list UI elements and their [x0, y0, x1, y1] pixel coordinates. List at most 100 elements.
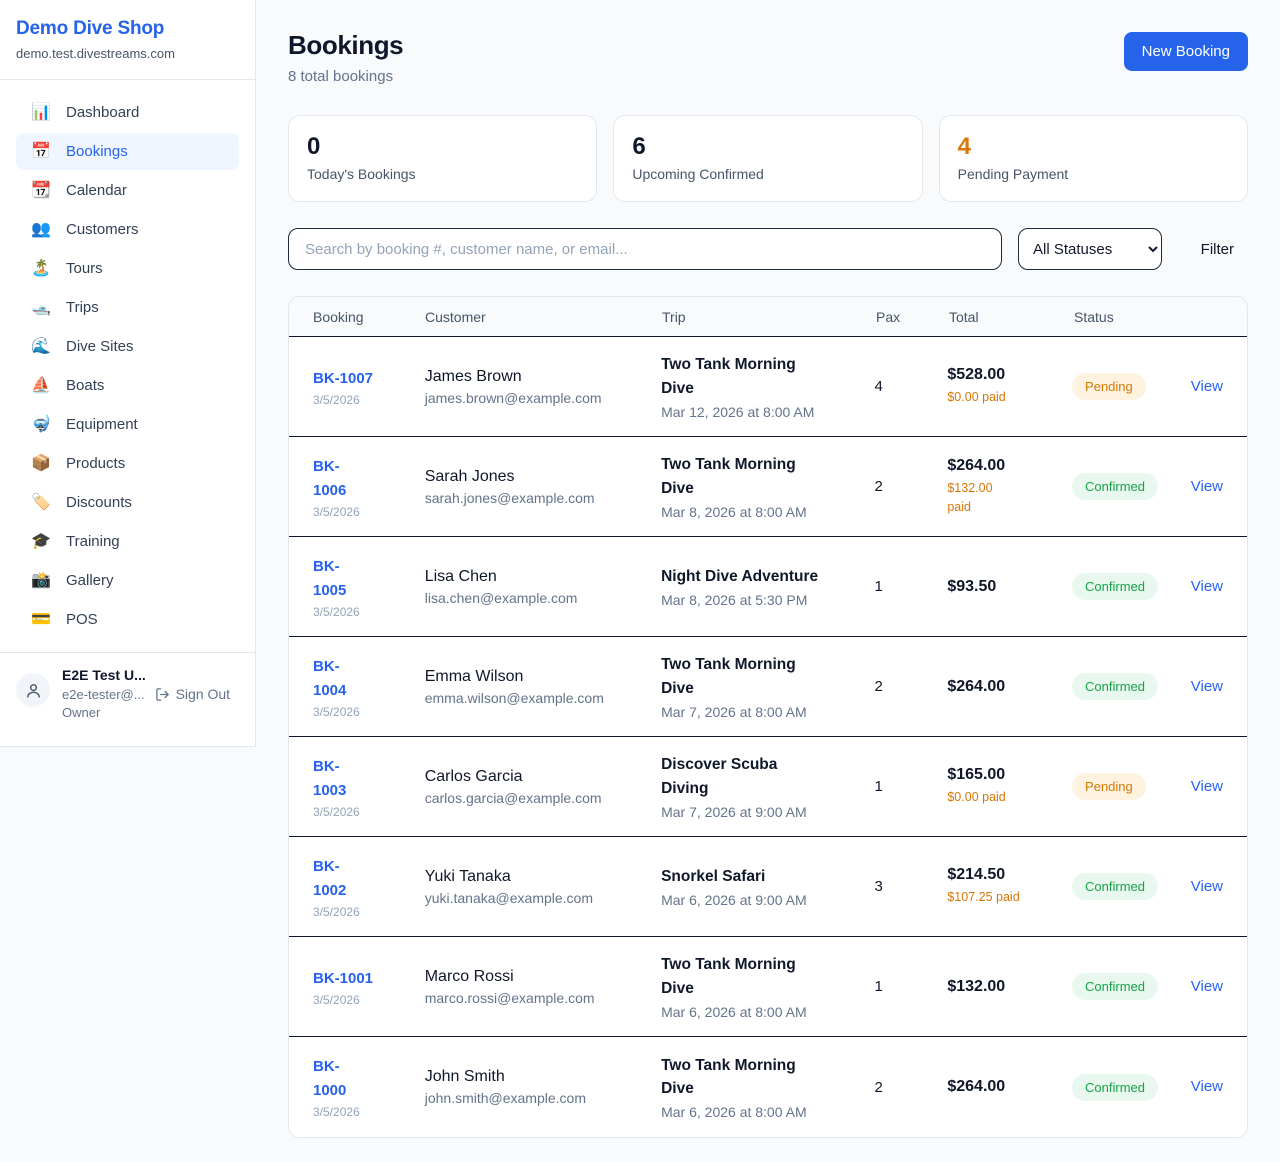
status-cell: Confirmed	[1072, 973, 1191, 1000]
status-cell: Pending	[1072, 773, 1191, 800]
customer-name: Lisa Chen	[424, 567, 497, 585]
stat-card-pending-payment: 4 Pending Payment	[938, 115, 1248, 202]
booking-number-link[interactable]: BK- 1002	[313, 857, 347, 899]
total-amount: $93.50	[947, 577, 997, 595]
trip-name: Two Tank Morning Dive	[661, 1056, 796, 1097]
view-cell: View	[1191, 978, 1223, 996]
column-header-status: Status	[1074, 308, 1114, 325]
sidebar-item-pos[interactable]: 💳 POS	[16, 601, 239, 638]
desert-island-icon: 🏝️	[31, 259, 51, 277]
view-link[interactable]: View	[1190, 477, 1223, 495]
total-amount: $165.00	[947, 766, 1006, 784]
package-icon: 📦	[31, 454, 51, 472]
sidebar-item-training[interactable]: 🎓 Training	[16, 523, 239, 560]
booking-number-link[interactable]: BK- 1005	[313, 557, 347, 599]
column-header-customer: Customer	[425, 308, 486, 325]
trip-cell: Two Tank Morning Dive Mar 7, 2026 at 8:00…	[661, 653, 874, 720]
view-link[interactable]: View	[1190, 1078, 1223, 1095]
trip-name: Two Tank Morning Dive	[661, 656, 796, 697]
booking-number-link[interactable]: BK- 1000	[313, 1058, 347, 1099]
sailboat-icon: ⛵	[31, 376, 51, 394]
total-cell: $528.00 $0.00 paid	[947, 366, 1072, 406]
status-cell: Confirmed	[1072, 873, 1191, 900]
total-cell: $264.00 $132.00 paid	[947, 457, 1072, 515]
sidebar-item-label: Trips	[66, 299, 99, 316]
sidebar-item-customers[interactable]: 👥 Customers	[16, 211, 239, 248]
booking-number-link[interactable]: BK-1001	[313, 969, 374, 987]
booking-cell: BK- 1006 3/5/2026	[313, 455, 425, 519]
booking-cell: BK-1007 3/5/2026	[313, 367, 425, 407]
search-input[interactable]	[288, 228, 1002, 270]
customer-cell: Carlos Garcia carlos.garcia@example.com	[425, 768, 661, 806]
status-filter-select[interactable]: All Statuses	[1018, 228, 1162, 270]
customer-cell: James Brown james.brown@example.com	[425, 368, 661, 406]
trip-datetime: Mar 6, 2026 at 8:00 AM	[661, 1003, 807, 1020]
view-cell: View	[1191, 478, 1223, 496]
trip-cell: Snorkel Safari Mar 6, 2026 at 9:00 AM	[661, 865, 874, 908]
sidebar-item-label: Boats	[66, 377, 105, 394]
trip-name: Two Tank Morning Dive	[661, 456, 796, 497]
customer-cell: Lisa Chen lisa.chen@example.com	[425, 568, 661, 606]
pax-count: 3	[874, 878, 883, 895]
view-cell: View	[1191, 578, 1223, 596]
booking-date: 3/5/2026	[313, 1105, 360, 1119]
sidebar-item-equipment[interactable]: 🤿 Equipment	[16, 406, 239, 443]
user-role: Owner	[62, 705, 101, 720]
booking-number-link[interactable]: BK- 1004	[313, 657, 347, 699]
view-link[interactable]: View	[1190, 877, 1223, 895]
user-info: E2E Test U... e2e-tester@... Sign Out Ow…	[62, 667, 239, 720]
new-booking-button[interactable]: New Booking	[1123, 32, 1248, 71]
booking-number-link[interactable]: BK- 1003	[313, 757, 347, 799]
stat-label: Today's Bookings	[307, 166, 416, 182]
status-cell: Confirmed	[1072, 673, 1191, 700]
booking-number-link[interactable]: BK-1007	[313, 369, 374, 387]
stat-card-upcoming-confirmed: 6 Upcoming Confirmed	[613, 115, 923, 202]
paid-amount: $0.00 paid	[947, 790, 1006, 805]
booking-number-link[interactable]: BK- 1006	[313, 457, 347, 499]
booking-date: 3/5/2026	[313, 604, 360, 619]
trip-datetime: Mar 8, 2026 at 5:30 PM	[661, 592, 808, 609]
sidebar-item-calendar[interactable]: 📆 Calendar	[16, 172, 239, 209]
booking-row: BK-1001 3/5/2026 Marco Rossi marco.rossi@ex…	[289, 937, 1247, 1037]
filter-button[interactable]: Filter	[1200, 240, 1234, 258]
booking-cell: BK- 1002 3/5/2026	[313, 855, 425, 919]
view-link[interactable]: View	[1190, 777, 1223, 795]
trip-datetime: Mar 6, 2026 at 9:00 AM	[661, 892, 807, 909]
view-link[interactable]: View	[1190, 577, 1223, 595]
booking-row: BK- 1003 3/5/2026 Carlos Garcia carlos.garc…	[289, 737, 1247, 837]
customer-email: yuki.tanaka@example.com	[424, 889, 594, 906]
pax-count: 4	[874, 378, 883, 395]
view-link[interactable]: View	[1190, 377, 1223, 395]
booking-row: BK- 1005 3/5/2026 Lisa Chen lisa.chen@examp…	[289, 537, 1247, 637]
sidebar-item-boats[interactable]: ⛵ Boats	[16, 367, 239, 404]
booking-cell: BK- 1005 3/5/2026	[313, 555, 425, 619]
stats-row: 0 Today's Bookings 6 Upcoming Confirmed 4 Pen…	[288, 115, 1248, 202]
sidebar-item-trips[interactable]: 🛥️ Trips	[16, 289, 239, 326]
wave-icon: 🌊	[31, 337, 51, 355]
paid-amount: $132.00 paid	[947, 481, 993, 514]
status-cell: Pending	[1072, 373, 1191, 400]
total-amount: $132.00	[947, 977, 1006, 995]
total-cell: $132.00	[947, 978, 1072, 996]
view-link[interactable]: View	[1190, 977, 1223, 995]
people-icon: 👥	[31, 220, 51, 238]
view-link[interactable]: View	[1190, 677, 1223, 695]
tear-off-calendar-icon: 📆	[31, 181, 51, 199]
trip-name: Discover Scuba Diving	[661, 756, 778, 797]
sidebar-item-gallery[interactable]: 📸 Gallery	[16, 562, 239, 599]
sidebar-item-dashboard[interactable]: 📊 Dashboard	[16, 94, 239, 131]
sidebar-item-bookings[interactable]: 📅 Bookings	[16, 133, 239, 170]
booking-date: 3/5/2026	[313, 904, 360, 919]
total-amount: $264.00	[947, 457, 1006, 475]
sidebar-item-tours[interactable]: 🏝️ Tours	[16, 250, 239, 287]
total-amount: $264.00	[947, 677, 1006, 695]
customer-name: Marco Rossi	[424, 967, 514, 985]
sign-out-button[interactable]: Sign Out	[155, 686, 230, 702]
trip-name: Snorkel Safari	[661, 867, 766, 885]
trip-datetime: Mar 7, 2026 at 9:00 AM	[661, 803, 807, 820]
sidebar-item-products[interactable]: 📦 Products	[16, 445, 239, 482]
sidebar-item-dive-sites[interactable]: 🌊 Dive Sites	[16, 328, 239, 365]
calendar-icon: 📅	[31, 142, 51, 160]
pax-count: 2	[874, 1078, 883, 1096]
sidebar-item-discounts[interactable]: 🏷️ Discounts	[16, 484, 239, 521]
